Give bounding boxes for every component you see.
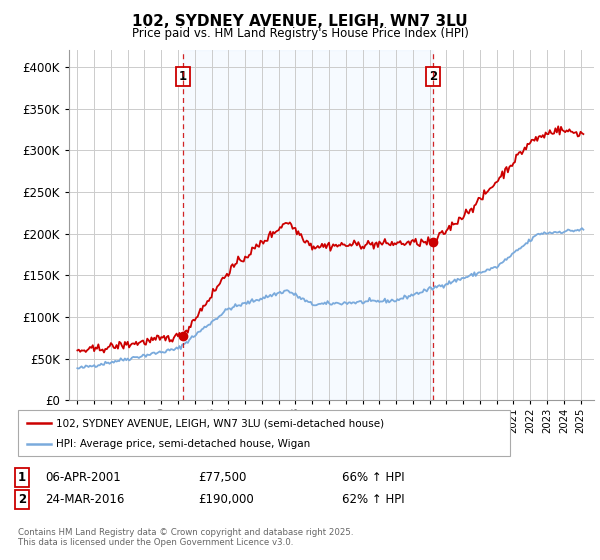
Text: 2: 2 bbox=[430, 69, 437, 83]
Text: HPI: Average price, semi-detached house, Wigan: HPI: Average price, semi-detached house,… bbox=[56, 438, 310, 449]
Text: 66% ↑ HPI: 66% ↑ HPI bbox=[342, 470, 404, 484]
Text: 06-APR-2001: 06-APR-2001 bbox=[45, 470, 121, 484]
Text: £190,000: £190,000 bbox=[198, 493, 254, 506]
Text: £77,500: £77,500 bbox=[198, 470, 247, 484]
Text: 1: 1 bbox=[18, 470, 26, 484]
Text: 102, SYDNEY AVENUE, LEIGH, WN7 3LU: 102, SYDNEY AVENUE, LEIGH, WN7 3LU bbox=[132, 14, 468, 29]
Text: 1: 1 bbox=[178, 69, 187, 83]
Text: Price paid vs. HM Land Registry's House Price Index (HPI): Price paid vs. HM Land Registry's House … bbox=[131, 27, 469, 40]
Text: 2: 2 bbox=[18, 493, 26, 506]
Text: 62% ↑ HPI: 62% ↑ HPI bbox=[342, 493, 404, 506]
Bar bbox=[182, 50, 433, 400]
Text: Contains HM Land Registry data © Crown copyright and database right 2025.
This d: Contains HM Land Registry data © Crown c… bbox=[18, 528, 353, 547]
Text: 102, SYDNEY AVENUE, LEIGH, WN7 3LU (semi-detached house): 102, SYDNEY AVENUE, LEIGH, WN7 3LU (semi… bbox=[56, 418, 384, 428]
Text: 24-MAR-2016: 24-MAR-2016 bbox=[45, 493, 124, 506]
